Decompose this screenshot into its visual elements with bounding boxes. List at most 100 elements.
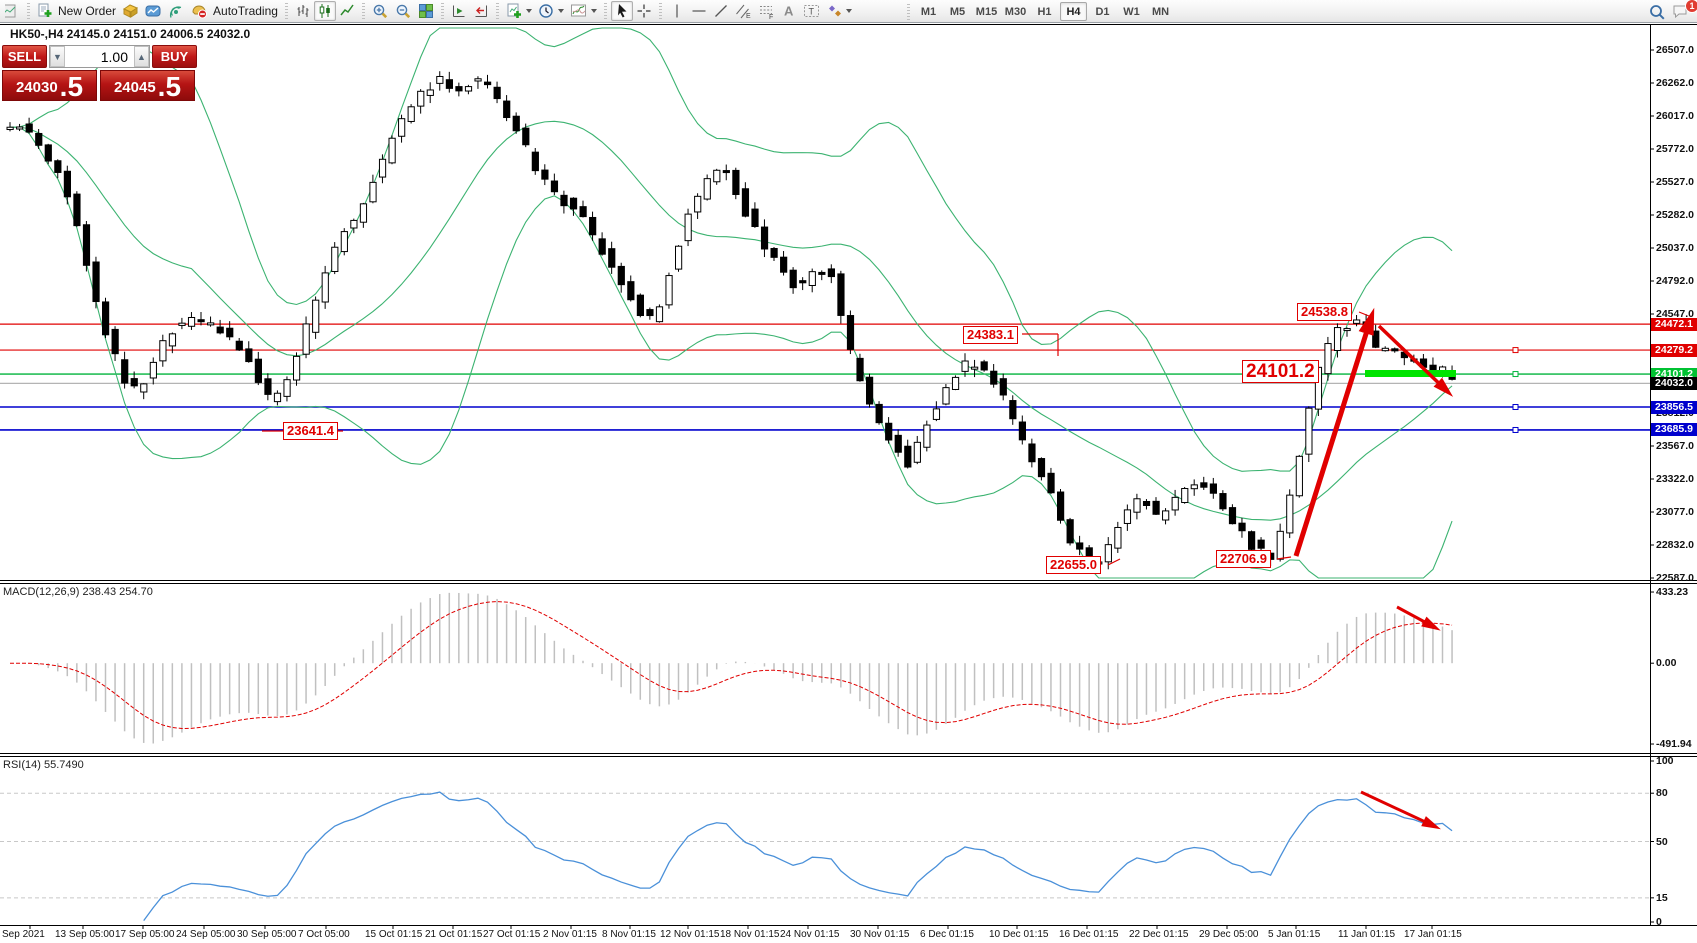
price-tick-label: 25037.0 [1656, 242, 1694, 254]
price-tick-label: 23077.0 [1656, 506, 1694, 518]
toolbar-grip[interactable] [282, 3, 290, 19]
notifications-button[interactable]: 1 [1669, 0, 1697, 22]
candlestick-chart-icon[interactable] [313, 1, 336, 21]
cursor-icon[interactable] [610, 1, 633, 21]
price-tick-label: 22587.0 [1656, 572, 1694, 584]
crosshair-icon[interactable] [633, 1, 655, 21]
tile-windows-icon[interactable] [415, 1, 437, 21]
date-axis-label: 7 Oct 05:00 [298, 929, 350, 940]
svg-text:A: A [784, 4, 794, 19]
date-axis-label: 12 Nov 01:15 [660, 929, 720, 940]
volume-stepper[interactable]: ▼ 1.00 ▲ [49, 45, 150, 68]
indicators-icon [570, 4, 586, 17]
timeframe-h4[interactable]: H4 [1060, 2, 1087, 21]
new-order-icon [38, 3, 52, 17]
horizontal-line-icon[interactable] [688, 1, 710, 21]
sell-price[interactable]: 24030 .5 [2, 70, 97, 102]
new-order-label: New Order [58, 4, 117, 18]
chart-title: HK50-,H4 24145.0 24151.0 24006.5 24032.0 [10, 27, 251, 41]
price-callout[interactable]: 23641.4 [283, 422, 338, 440]
timeframe-h1[interactable]: H1 [1037, 5, 1052, 18]
price-tick-label: 24792.0 [1656, 275, 1694, 287]
toolbar-grip[interactable] [493, 3, 501, 19]
clock-icon [539, 3, 553, 18]
equidistant-channel-icon[interactable]: E [732, 1, 755, 21]
svg-text:T: T [808, 7, 814, 17]
price-tag: 23685.9 [1651, 423, 1697, 437]
signals-icon[interactable] [165, 1, 188, 21]
price-tick-label: 23567.0 [1656, 440, 1694, 452]
price-tick-label: 25282.0 [1656, 209, 1694, 221]
shapes-button[interactable] [824, 1, 855, 21]
indicators-button[interactable] [567, 1, 600, 21]
price-callout[interactable]: 22655.0 [1046, 556, 1101, 574]
line-chart-icon[interactable] [336, 1, 358, 21]
timeframe-m5[interactable]: M5 [949, 5, 966, 18]
buy-button[interactable]: BUY [152, 45, 197, 68]
vertical-line-icon[interactable] [666, 1, 688, 21]
price-tag: 23856.5 [1651, 400, 1697, 414]
timeframe-m1[interactable]: M1 [920, 5, 937, 18]
charts-cloud-icon[interactable] [142, 1, 165, 21]
sell-button[interactable]: SELL [2, 45, 47, 68]
rsi-scale-label: 50 [1656, 835, 1668, 848]
price-tick-label: 25527.0 [1656, 176, 1694, 188]
price-callout[interactable]: 22706.9 [1216, 550, 1271, 568]
zoom-in-icon[interactable] [369, 1, 392, 21]
search-icon[interactable] [1645, 2, 1669, 22]
date-axis-label: 11 Jan 01:15 [1338, 929, 1396, 940]
price-tick-label: 24547.0 [1656, 308, 1694, 320]
timeframe-m30[interactable]: M30 [1004, 5, 1027, 18]
chevron-down-icon [525, 9, 532, 13]
sell-price-main: 24030 [15, 79, 58, 96]
price-tag: 24472.1 [1651, 317, 1697, 331]
new-order-button[interactable]: New Order [34, 1, 119, 21]
text-label-icon[interactable]: T [800, 1, 824, 21]
bar-chart-icon[interactable] [292, 1, 314, 21]
trendline-icon[interactable] [710, 1, 732, 21]
timeframe-m15[interactable]: M15 [975, 5, 998, 18]
toolbar-grip[interactable] [25, 3, 32, 19]
chart-shift-icon[interactable] [470, 1, 492, 21]
buy-price-fraction: .5 [157, 71, 182, 102]
zoom-out-icon[interactable] [392, 1, 415, 21]
toolbar-grip[interactable] [905, 3, 912, 20]
date-axis-label: 27 Oct 01:15 [483, 929, 541, 940]
date-axis-label: 22 Dec 01:15 [1129, 929, 1189, 940]
price-callout[interactable]: 24101.2 [1242, 360, 1319, 383]
fibonacci-icon[interactable]: F [755, 1, 778, 21]
timeframe-w1[interactable]: W1 [1123, 5, 1140, 18]
autotrading-button[interactable]: AutoTrading [188, 1, 281, 21]
annotation-arrow [1360, 790, 1435, 828]
candlesticks [6, 71, 1456, 570]
timeframe-d1[interactable]: D1 [1095, 5, 1110, 18]
date-axis-label: 6 Dec 01:15 [920, 929, 974, 940]
auto-scroll-icon[interactable] [448, 1, 470, 21]
toolbar-grip[interactable] [656, 3, 664, 19]
macd-scale-label: 433.23 [1656, 586, 1689, 599]
toolbar-grip[interactable] [601, 3, 609, 19]
date-axis-label: 17 Jan 01:15 [1404, 929, 1462, 940]
macd-signal-line [9, 601, 1453, 730]
date-axis-label: 13 Sep 05:00 [55, 929, 115, 940]
new-chart-button[interactable] [503, 1, 535, 21]
date-axis-label: 15 Oct 01:15 [365, 929, 423, 940]
price-callout[interactable]: 24383.1 [963, 326, 1018, 344]
date-axis-label: 24 Nov 01:15 [780, 929, 840, 940]
timeframe-mn[interactable]: MN [1151, 5, 1170, 18]
market-watch-icon[interactable] [119, 1, 142, 21]
text-icon[interactable]: A [778, 1, 800, 21]
toolbar-grip[interactable] [359, 3, 367, 19]
date-axis-label: Sep 2021 [2, 929, 45, 940]
volume-decrease-button[interactable]: ▼ [50, 46, 65, 67]
toolbar-grip[interactable] [438, 3, 446, 19]
buy-price[interactable]: 24045 .5 [100, 70, 195, 102]
price-callout[interactable]: 24538.8 [1297, 303, 1352, 321]
price-tick-label: 26507.0 [1656, 44, 1694, 56]
chart-window-icon[interactable] [1, 1, 23, 21]
profiles-button[interactable] [535, 1, 567, 21]
timeframe-toolbar: M1 M5 M15 M30 H1 H4 D1 W1 MN [903, 1, 1175, 22]
volume-increase-button[interactable]: ▲ [134, 46, 149, 67]
volume-value[interactable]: 1.00 [100, 48, 128, 65]
